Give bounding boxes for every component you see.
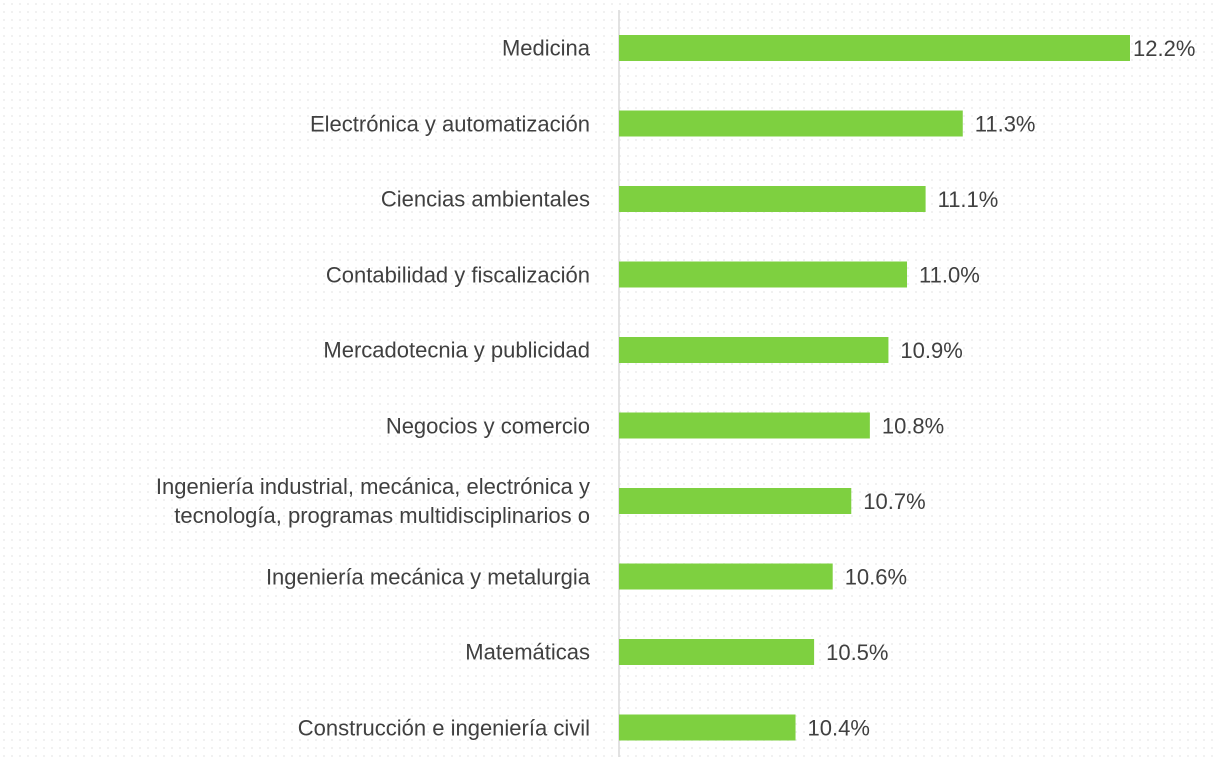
data-label: 12.2% bbox=[1133, 36, 1195, 61]
bar bbox=[619, 35, 1130, 61]
category-label: Negocios y comercio bbox=[385, 413, 590, 438]
data-label: 10.4% bbox=[808, 715, 870, 740]
bar bbox=[619, 563, 833, 590]
category-label: Ingeniería mecánica y metalurgia bbox=[265, 564, 590, 589]
bar bbox=[619, 412, 870, 439]
category-label: Contabilidad y fiscalización bbox=[325, 262, 590, 287]
data-label: 10.6% bbox=[845, 564, 907, 589]
category-label: Matemáticas bbox=[465, 639, 590, 665]
data-label: 10.8% bbox=[882, 413, 944, 438]
category-label: Electrónica y automatización bbox=[309, 111, 590, 136]
bar bbox=[619, 714, 796, 741]
data-label: 11.1% bbox=[938, 187, 999, 212]
category-label: Medicina bbox=[501, 35, 590, 61]
bar bbox=[619, 261, 908, 288]
category-label: Ingeniería industrial, mecánica, electró… bbox=[155, 474, 590, 528]
bar bbox=[619, 337, 889, 363]
data-label: 10.5% bbox=[826, 640, 888, 665]
bar bbox=[619, 186, 926, 212]
category-label: Mercadotecnia y publicidad bbox=[323, 337, 590, 363]
bar bbox=[619, 110, 963, 137]
category-label: Ciencias ambientales bbox=[380, 186, 590, 212]
data-label: 10.9% bbox=[900, 338, 962, 363]
category-label: Construcción e ingeniería civil bbox=[297, 715, 590, 740]
data-label: 11.3% bbox=[975, 111, 1036, 136]
data-label: 11.0% bbox=[919, 262, 980, 287]
bar bbox=[619, 639, 815, 665]
bar bbox=[619, 488, 852, 514]
data-label: 10.7% bbox=[863, 489, 925, 514]
